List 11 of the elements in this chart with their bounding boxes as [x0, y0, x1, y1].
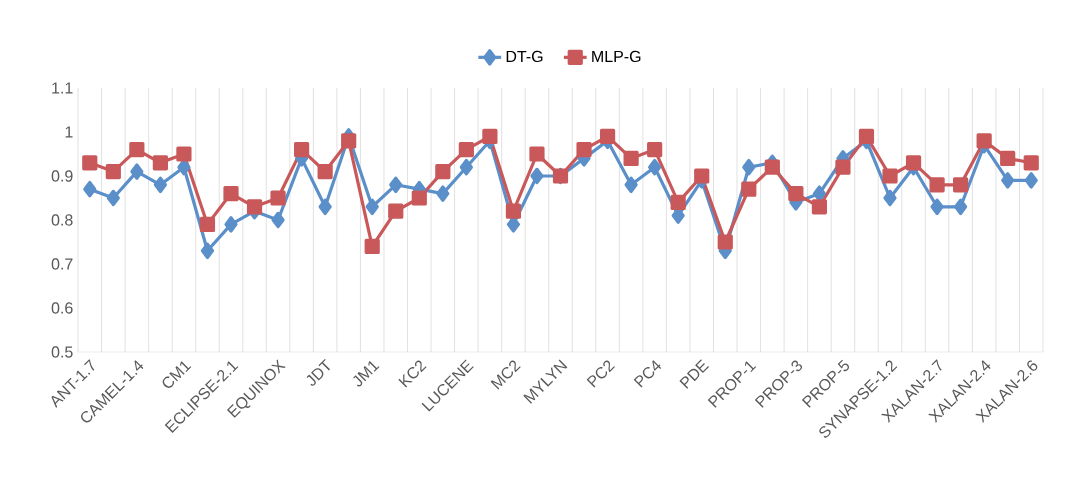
legend-label: MLP-G: [592, 50, 641, 63]
y-tick-label: 0.9: [51, 170, 73, 182]
y-tick-label: 0.8: [51, 214, 73, 226]
legend-label: DT-G: [506, 50, 543, 63]
x-tick-label: JM1: [353, 361, 380, 387]
x-tick-label: JDT: [306, 358, 330, 386]
y-tick-label: 1.1: [52, 82, 73, 94]
y-tick-label: 0.5: [51, 346, 73, 358]
y-tick-label: 0.7: [51, 258, 73, 270]
y-tick-label: 1: [65, 126, 73, 138]
y-tick-label: 0.6: [51, 302, 73, 314]
